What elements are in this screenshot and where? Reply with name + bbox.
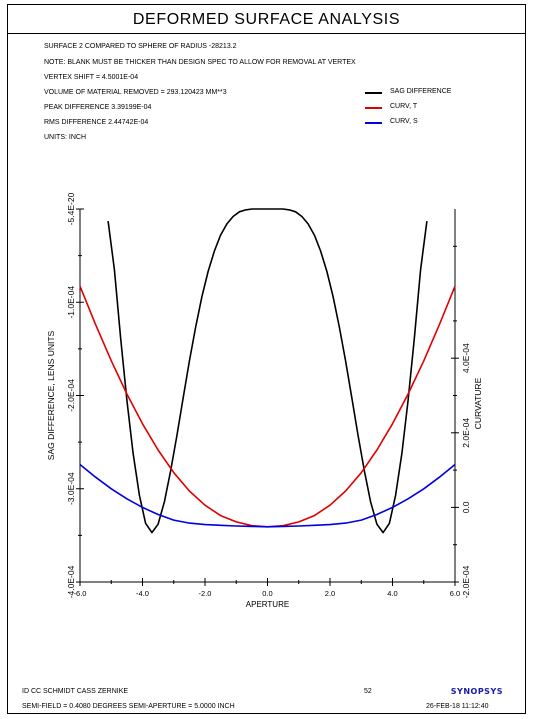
footer-page-number: 52 <box>364 688 372 695</box>
info-rms-difference: RMS DIFFERENCE 2.44742E-04 <box>44 119 149 126</box>
report-title: DEFORMED SURFACE ANALYSIS <box>8 5 525 34</box>
y-left-tick-label: -3.0E-04 <box>66 472 76 505</box>
info-units: UNITS: INCH <box>44 134 86 141</box>
footer-field-info: SEMI-FIELD = 0.4080 DEGREES SEMI-APERTUR… <box>22 703 235 710</box>
legend-label-sag: SAG DIFFERENCE <box>390 88 452 95</box>
y-left-tick-label: -1.0E-04 <box>66 286 76 319</box>
y-left-tick-label: -5.4E-20 <box>66 192 76 225</box>
footer-timestamp: 26-FEB-18 11:12:40 <box>426 703 489 710</box>
x-tick-label: -4.0 <box>136 589 149 598</box>
legend-swatch-sag <box>365 92 382 94</box>
info-peak-difference: PEAK DIFFERENCE 3.39199E-04 <box>44 104 152 111</box>
info-volume-removed: VOLUME OF MATERIAL REMOVED = 293.120423 … <box>44 89 227 96</box>
report-frame: DEFORMED SURFACE ANALYSIS <box>7 4 526 714</box>
synopsys-logo: SYNOPSYS <box>450 687 503 696</box>
y-right-tick-label: 2.0E-04 <box>461 418 471 448</box>
x-tick-label: -2.0 <box>199 589 212 598</box>
y-right-tick-label: 0.0 <box>461 501 471 513</box>
x-axis-label: APERTURE <box>246 600 289 609</box>
y-right-tick-label: -2.0E-04 <box>461 565 471 598</box>
y-right-tick-label: 4.0E-04 <box>461 343 471 373</box>
info-surface-line: SURFACE 2 COMPARED TO SPHERE OF RADIUS -… <box>44 43 237 50</box>
info-vertex-shift: VERTEX SHIFT = 4.5001E-04 <box>44 74 139 81</box>
info-note-line: NOTE: BLANK MUST BE THICKER THAN DESIGN … <box>44 59 356 66</box>
legend-label-curv-t: CURV, T <box>390 103 418 110</box>
x-tick-label: 2.0 <box>325 589 335 598</box>
y-left-axis-label: SAG DIFFERENCE, LENS UNITS <box>46 330 56 460</box>
x-tick-label: 6.0 <box>450 589 460 598</box>
legend-label-curv-s: CURV, S <box>390 118 418 125</box>
x-tick-label: 0.0 <box>262 589 272 598</box>
y-left-tick-label: -2.0E-04 <box>66 379 76 412</box>
legend-swatch-curv-t <box>365 107 382 109</box>
series-line-curv-t <box>79 285 456 528</box>
legend-swatch-curv-s <box>365 122 382 124</box>
footer-design-name: ID CC SCHMIDT CASS ZERNIKE <box>22 688 129 695</box>
series-line-curv-s <box>79 463 456 528</box>
x-tick-label: 4.0 <box>387 589 397 598</box>
x-tick-label: -6.0 <box>74 589 87 598</box>
label-layer: -6.0 -4.0 -2.0 0.0 2.0 4.0 6.0 -5.4E-20 -1.0E-04… <box>46 192 483 609</box>
series-line-sag-difference <box>107 208 428 534</box>
series-layer <box>79 208 456 534</box>
y-left-tick-label: -4.0E-04 <box>66 565 76 598</box>
y-right-axis-label: CURVATURE <box>473 377 483 429</box>
axes-layer <box>76 208 459 586</box>
